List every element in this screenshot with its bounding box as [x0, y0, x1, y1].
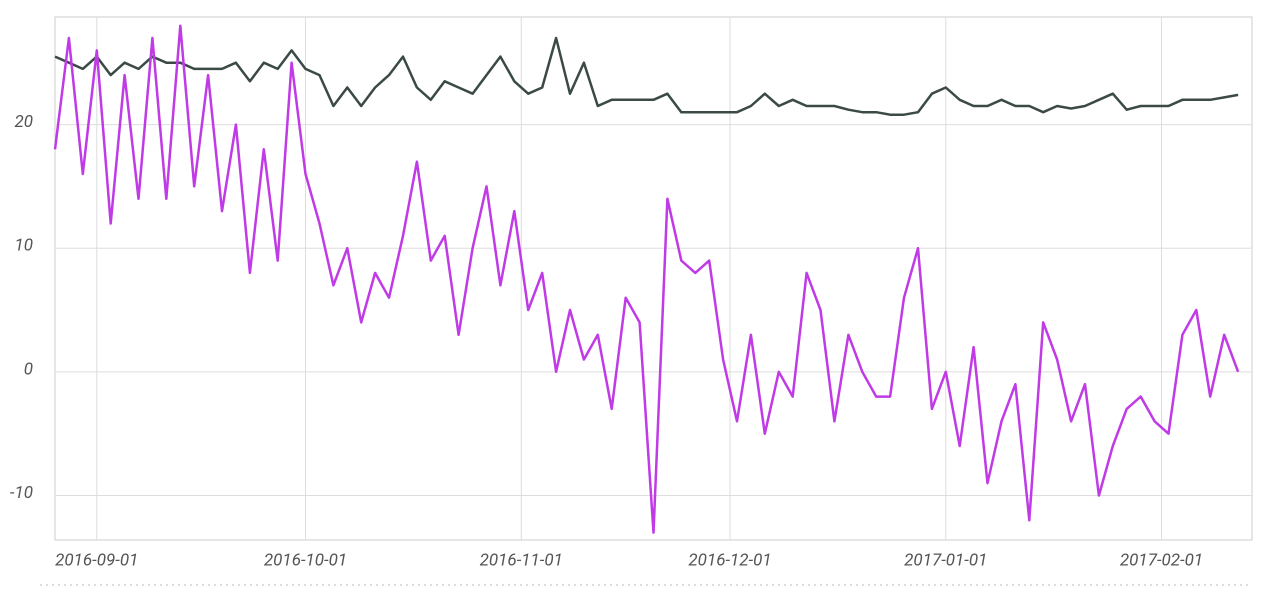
x-tick-label: 2017-01-01 [904, 550, 987, 570]
y-tick-label: 0 [24, 359, 33, 379]
y-tick-label: 10 [14, 236, 33, 256]
series-line [54, 36, 1239, 116]
x-tick-label: 2017-02-01 [1120, 550, 1203, 570]
series-line [53, 24, 1240, 534]
plot-frame [54, 16, 1253, 541]
x-tick-label: 2016-10-01 [264, 550, 347, 570]
y-tick-label: 20 [14, 112, 33, 132]
x-tick-label: 2016-09-01 [55, 550, 138, 570]
y-tick-label: -10 [10, 483, 33, 503]
x-tick-label: 2016-12-01 [688, 550, 771, 570]
x-tick-label: 2016-11-01 [480, 550, 563, 570]
